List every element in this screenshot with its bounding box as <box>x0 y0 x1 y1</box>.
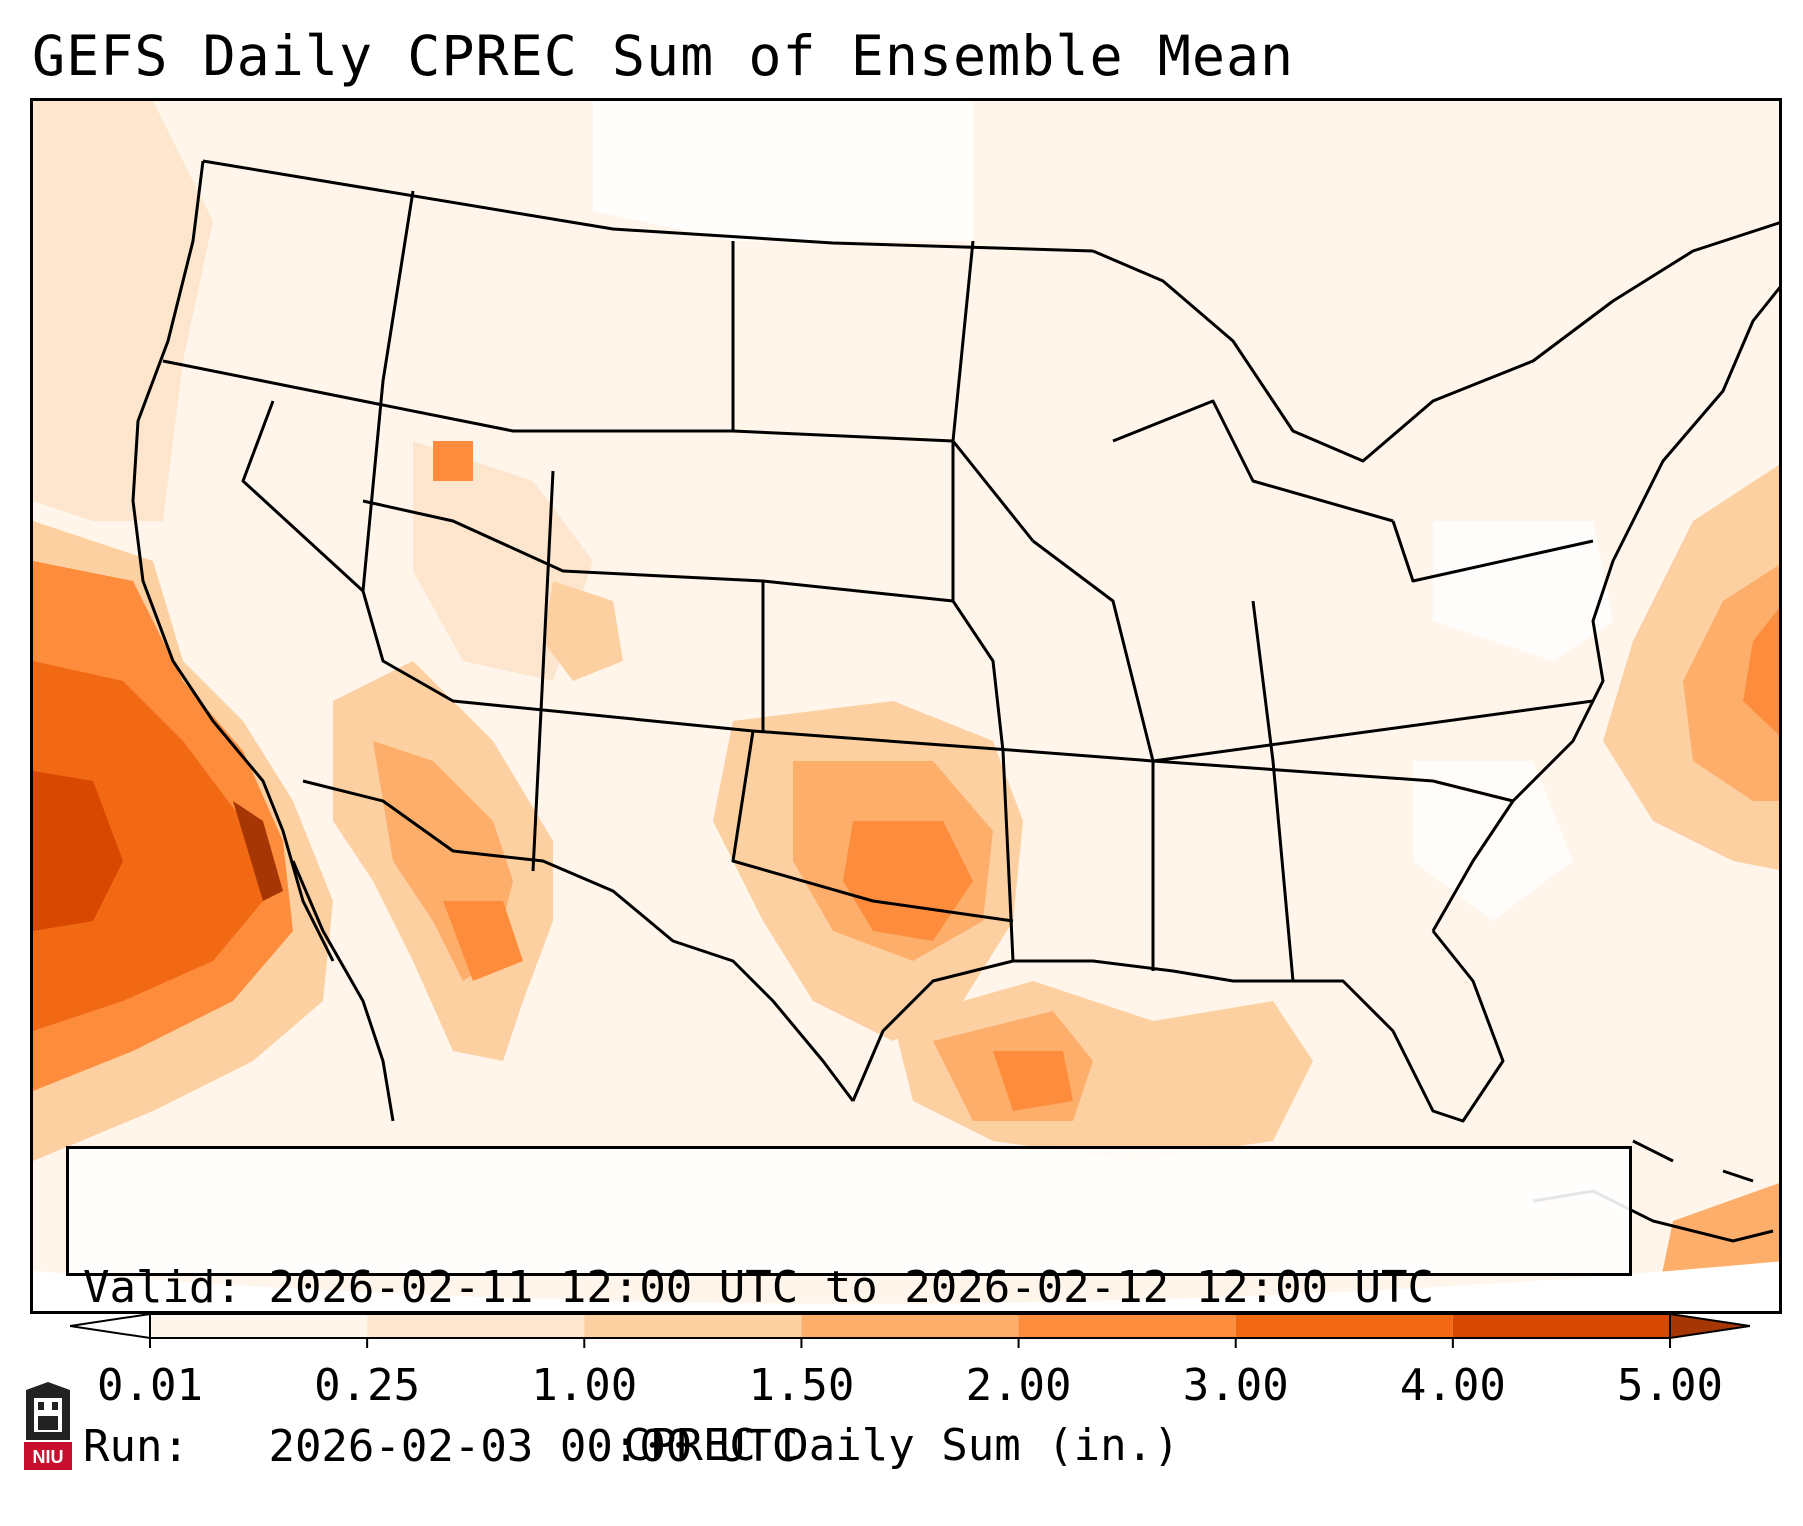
precip-shading <box>33 101 1779 1311</box>
run-line: Run: 2026-02-03 00:00 UTC <box>83 1420 1629 1473</box>
map-frame <box>30 98 1782 1314</box>
valid-value: 2026-02-11 12:00 UTC to 2026-02-12 12:00… <box>268 1262 1435 1313</box>
colorbar-segment <box>801 1314 1019 1338</box>
niu-logo: NIU <box>24 1382 72 1470</box>
political-boundaries <box>131 159 1779 1123</box>
colorbar-tick-label: 3.00 <box>1182 1360 1289 1411</box>
colorbar-segment <box>1018 1314 1236 1338</box>
run-label: Run: <box>83 1421 189 1472</box>
colorbar-segment <box>584 1314 802 1338</box>
colorbar-segment <box>367 1314 585 1338</box>
colorbar <box>70 1312 1750 1348</box>
colorbar-outline <box>149 1313 1671 1339</box>
valid-line: Valid: 2026-02-11 12:00 UTC to 2026-02-1… <box>83 1261 1629 1314</box>
projection-edge <box>33 1261 1779 1311</box>
valid-label: Valid: <box>83 1262 242 1313</box>
colorbar-tick-label: 5.00 <box>1617 1360 1723 1411</box>
colorbar-extend-low <box>70 1312 151 1340</box>
logo-text: NIU <box>33 1447 64 1467</box>
colorbar-label: CPREC Daily Sum (in.) <box>623 1420 1180 1471</box>
colorbar-tick-label: 1.50 <box>748 1360 855 1411</box>
colorbar-tick-label: 0.25 <box>314 1360 421 1411</box>
colorbar-segment <box>1452 1314 1670 1338</box>
colorbar-tick-label: 1.00 <box>531 1360 638 1411</box>
map-canvas <box>33 101 1779 1311</box>
valid-run-info-box: Valid: 2026-02-11 12:00 UTC to 2026-02-1… <box>66 1146 1632 1472</box>
colorbar-tick-label: 2.00 <box>965 1360 1072 1411</box>
run-value: 2026-02-03 00:00 UTC <box>268 1421 799 1472</box>
page-title: GEFS Daily CPREC Sum of Ensemble Mean <box>32 24 1295 88</box>
colorbar-segment <box>150 1314 368 1338</box>
colorbar-extend-high <box>1669 1312 1750 1340</box>
colorbar-segment <box>1235 1314 1453 1338</box>
colorbar-tick-label: 4.00 <box>1399 1360 1506 1411</box>
colorbar-tick-label: 0.01 <box>97 1360 203 1411</box>
